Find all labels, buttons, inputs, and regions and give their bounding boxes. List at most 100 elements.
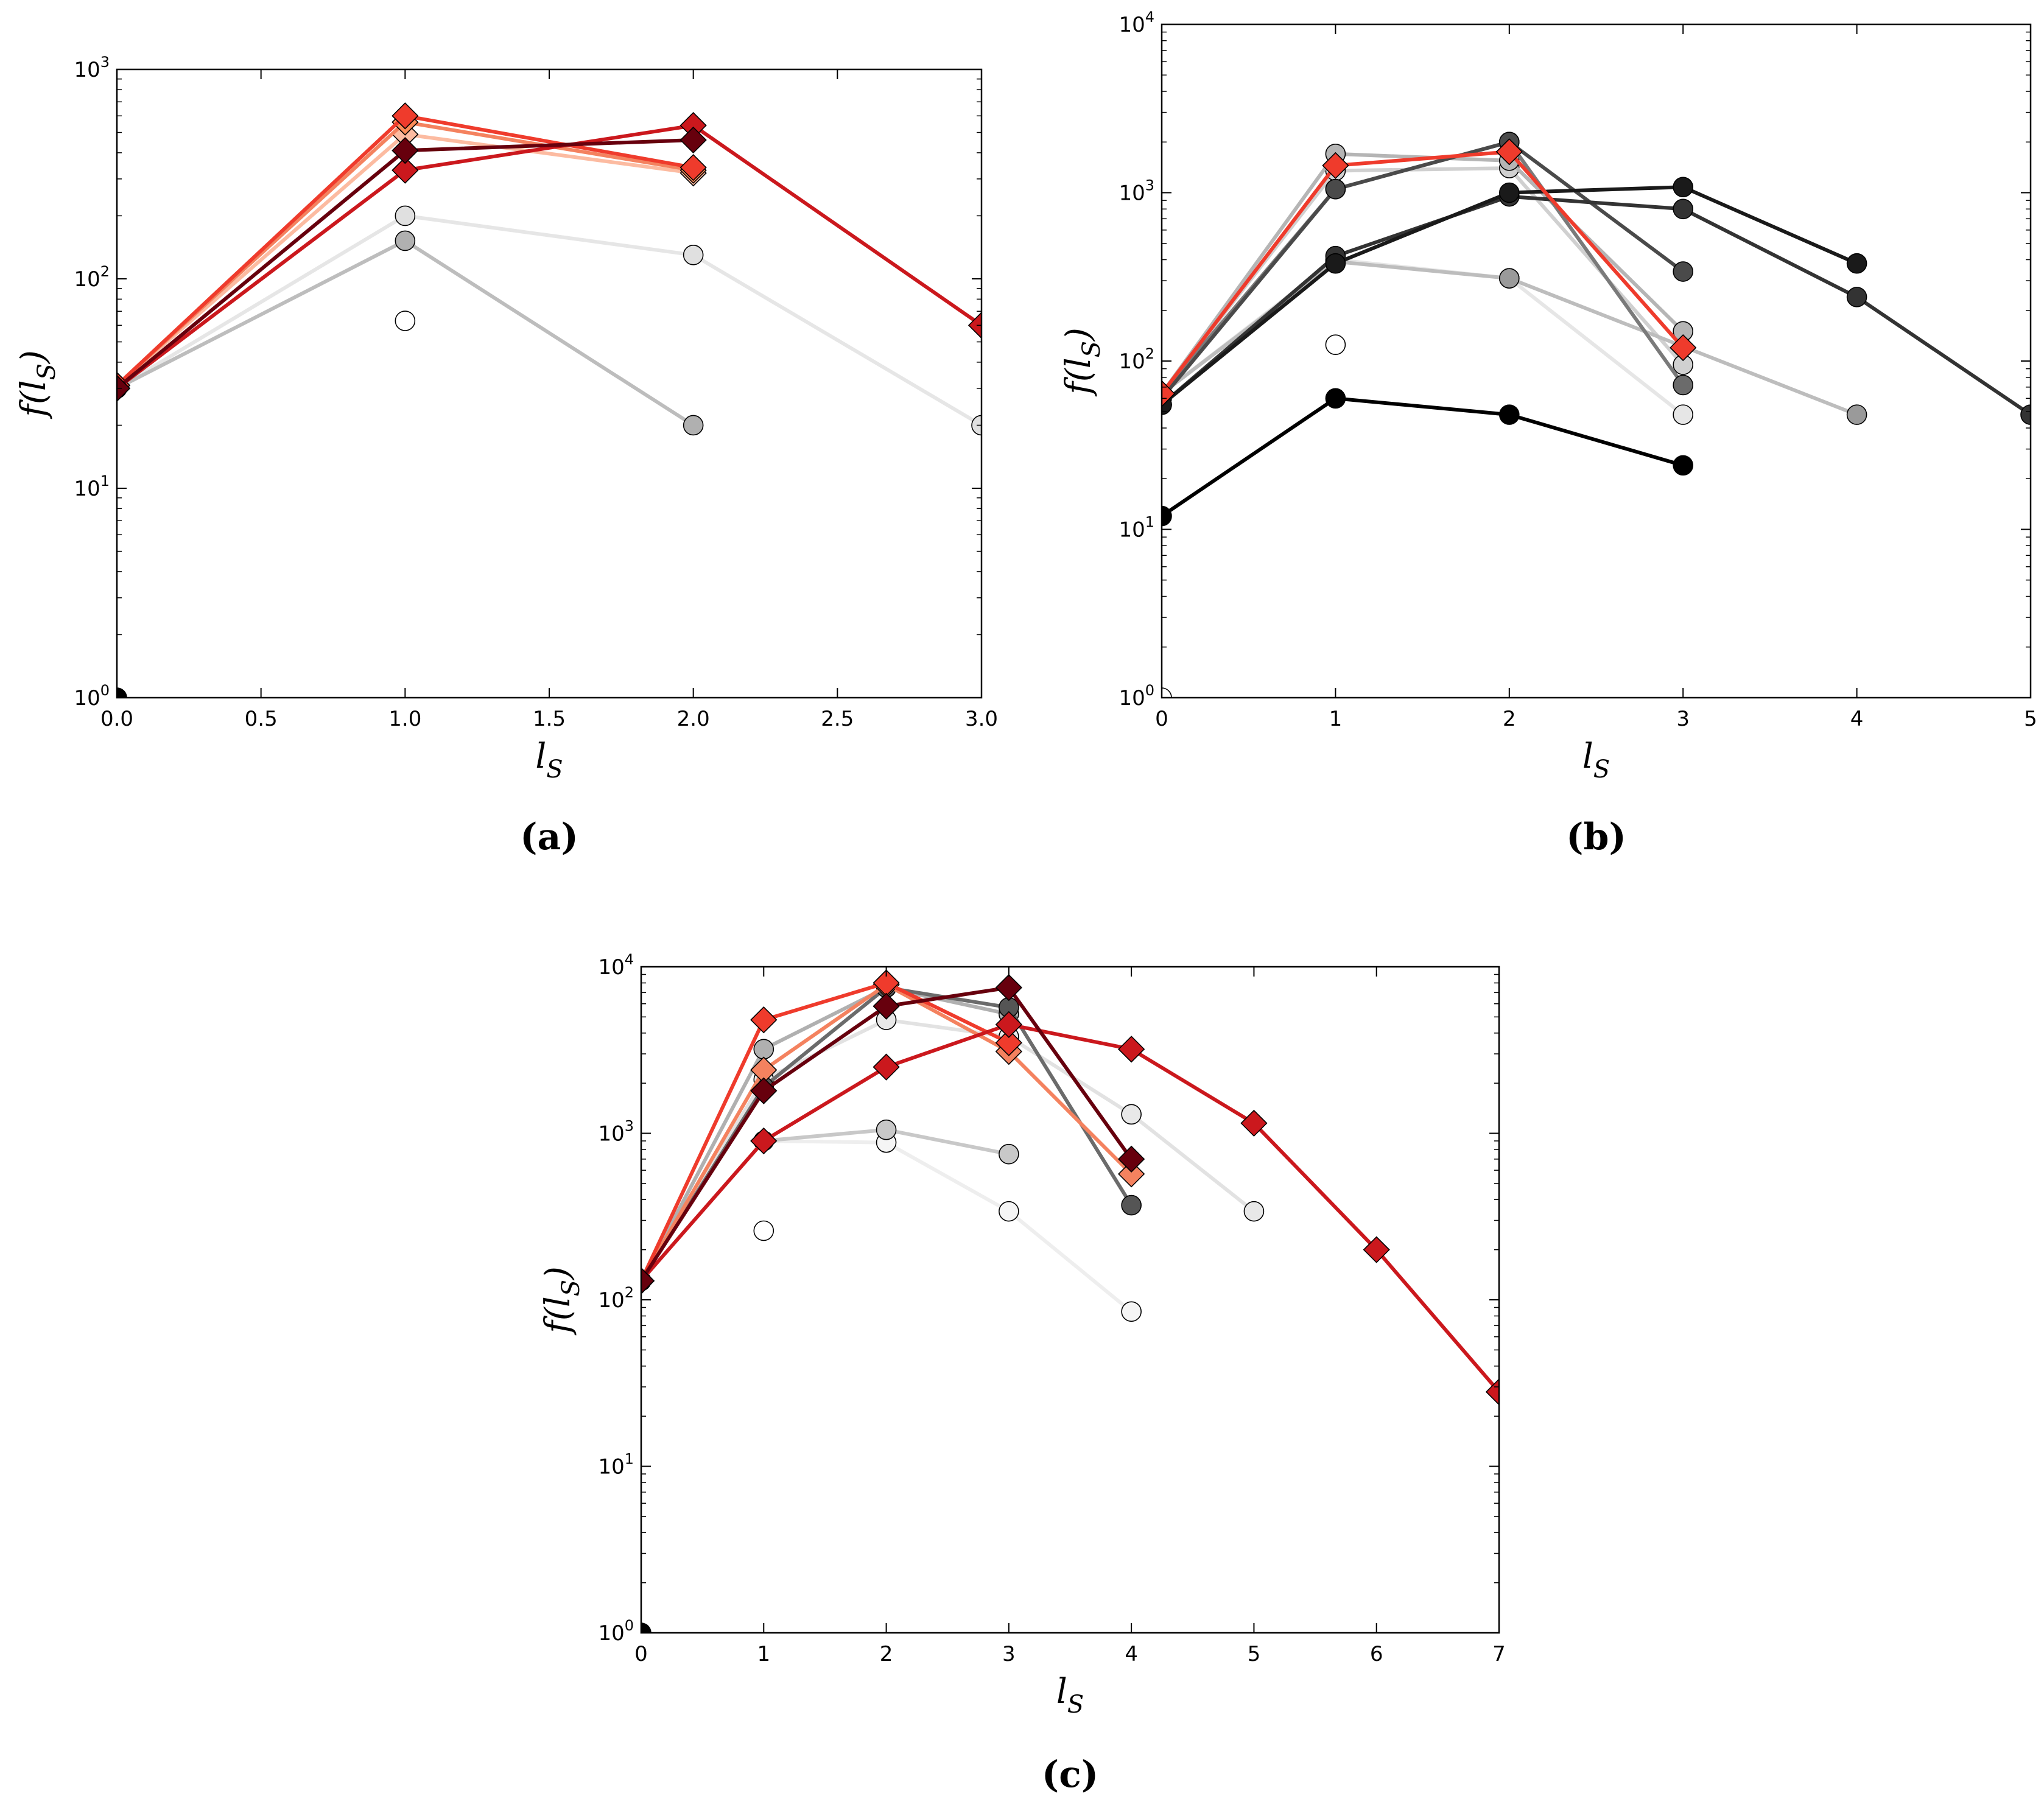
panel-b-xtick-label-1: 1 xyxy=(1329,707,1343,731)
panel-c-red-dark-marker-7 xyxy=(1485,1378,1499,1406)
panel-c-caption: (c) xyxy=(1042,1753,1098,1796)
panel-c-light-mid-marker-2 xyxy=(999,1143,1019,1165)
panel-b-darkest-marker-3 xyxy=(1673,177,1693,198)
panel-c-red-darkest-marker-3 xyxy=(995,974,1022,1001)
panel-b-red-marker-1 xyxy=(1322,152,1349,180)
panel-a-ylabel-subscript: S xyxy=(33,363,61,380)
panel-b-black-marker-1 xyxy=(1325,388,1346,409)
panel-a-caption: (a) xyxy=(520,816,578,858)
panel-c-ytick-exponent-2: 2 xyxy=(625,1284,634,1301)
panel-b-xtick-label-3: 3 xyxy=(1676,707,1690,731)
panel-b-xtick-label-2: 2 xyxy=(1503,707,1516,731)
panel-a-ytick-exponent-3: 3 xyxy=(100,54,110,71)
panel-a-ytick-exponent-0: 0 xyxy=(100,682,110,699)
panel-a-red-dark-marker-1 xyxy=(392,156,419,184)
panel-a-xtick-label-6: 3.0 xyxy=(965,707,998,731)
panel-a-gray-mid-marker-1 xyxy=(395,230,416,251)
panel-b-red-marker-3 xyxy=(1670,334,1697,362)
panel-c-red-bright-marker-3 xyxy=(995,1029,1022,1056)
panel-c-ytick-exponent-3: 3 xyxy=(625,1118,634,1135)
panel-c-light-mid-marker-1 xyxy=(876,1119,897,1140)
panel-a-red-darkest-marker-1 xyxy=(392,137,419,164)
panel-b-black-marker-0 xyxy=(1162,505,1172,527)
panel-c-black-marker-0 xyxy=(641,1622,651,1633)
panel-c-red-dark-marker-3 xyxy=(995,1011,1022,1038)
panel-c-plot-area xyxy=(641,969,1499,1633)
panel-c-ytick-exponent-4: 4 xyxy=(625,951,634,968)
panel-b-black-marker-2 xyxy=(1499,404,1520,425)
panel-c-red-dark-marker-1 xyxy=(750,1127,778,1155)
panel-b-ytick-exponent-2: 2 xyxy=(1145,345,1154,362)
panel-c-red-dark-marker-4 xyxy=(1118,1036,1145,1063)
panel-c-dark-marker-4 xyxy=(1121,1194,1142,1216)
panel-a-xtick-label-2: 1.0 xyxy=(388,707,421,731)
panel-b-xtick-label-0: 0 xyxy=(1155,707,1168,731)
panel-b-series-line-dark xyxy=(1162,140,1684,400)
panel-a-red-darkest-marker-0 xyxy=(117,374,131,402)
panel-a-series-line-red-dark xyxy=(117,124,982,390)
panel-b-xtick-label-5: 5 xyxy=(2024,707,2037,731)
panel-b-mid-marker-3 xyxy=(1846,404,1867,425)
panel-c-red-darkest-marker-1 xyxy=(750,1077,778,1104)
panel-c-xtick-label-2: 2 xyxy=(880,1642,893,1666)
panel-b-ylabel-subscript: S xyxy=(1078,341,1106,357)
panel-b-ytick-exponent-0: 0 xyxy=(1145,682,1154,699)
panel-a-ytick-label-1: 101 xyxy=(74,472,110,501)
panel-a-xtick-label-4: 2.0 xyxy=(677,707,710,731)
panel-c-series-line-red-bright xyxy=(641,981,1010,1282)
panel-a-gray-light-marker-1 xyxy=(395,205,416,226)
panel-a-ytick-exponent-1: 1 xyxy=(100,472,110,489)
panel-a-xtick-label-5: 2.5 xyxy=(821,707,854,731)
panel-c-red-darkest-marker-4 xyxy=(1118,1145,1145,1173)
panel-c-red-dark-marker-2 xyxy=(873,1053,900,1081)
panel-a-xtick-label-0: 0.0 xyxy=(100,707,133,731)
panel-a-gray-black-marker-0 xyxy=(117,687,127,698)
panel-a-gray-mid-marker-2 xyxy=(683,415,704,436)
panel-c-mid-marker-1 xyxy=(753,1039,774,1060)
panel-b-white-marker-1 xyxy=(1325,334,1346,356)
panel-b-dark-marker-3 xyxy=(1673,261,1693,282)
panel-a-gray-white-marker-0 xyxy=(395,310,416,331)
panel-b-series-line-black xyxy=(1162,396,1684,518)
panel-c-white-1-marker-0 xyxy=(753,1220,774,1241)
panel-c-red-dark-marker-6 xyxy=(1363,1236,1390,1263)
panel-c-ytick-exponent-0: 0 xyxy=(625,1617,634,1634)
panel-b-darker-marker-3 xyxy=(1673,198,1693,220)
panel-c-series-line-light xyxy=(641,1018,1256,1282)
panel-c-ylabel-subscript: S xyxy=(557,1280,585,1296)
panel-c-xtick-label-6: 6 xyxy=(1370,1642,1383,1666)
panel-c-ylabel: f(lS) xyxy=(538,1266,585,1336)
panel-b-darker-marker-5 xyxy=(2020,404,2031,425)
panel-c-ytick-exponent-1: 1 xyxy=(625,1451,634,1468)
panel-a-ytick-label-3: 103 xyxy=(74,54,110,82)
panel-c-red-salmon-marker-4 xyxy=(1118,1160,1145,1188)
panel-c-red-darkest-marker-0 xyxy=(641,1267,655,1294)
panel-b-ytick-exponent-4: 4 xyxy=(1145,9,1154,26)
panel-b-mid-marker-2 xyxy=(1499,268,1520,289)
panel-b-darkest-marker-1 xyxy=(1325,253,1346,274)
panel-b-darker-marker-4 xyxy=(1846,287,1867,307)
panel-a-ylabel-close: ) xyxy=(14,350,54,364)
panel-b-ytick-exponent-1: 1 xyxy=(1145,514,1154,531)
panel-c-series-line-mid xyxy=(641,986,1010,1282)
panel-b-series-line-red xyxy=(1162,150,1685,395)
panel-c-ytick-label-0: 100 xyxy=(598,1617,634,1646)
panel-a-xtick-label-3: 1.5 xyxy=(533,707,566,731)
panel-c-xtick-label-4: 4 xyxy=(1125,1642,1138,1666)
panel-c-xtick-label-3: 3 xyxy=(1002,1642,1016,1666)
panel-b-ylabel-close: ) xyxy=(1059,328,1098,342)
panel-b-xlabel-subscript: S xyxy=(1593,756,1610,784)
panel-b-darkest-marker-4 xyxy=(1846,253,1867,274)
panel-c-light-marker-5 xyxy=(1243,1201,1265,1222)
panel-b-white-marker-0 xyxy=(1162,687,1172,698)
panel-c-red-dark-marker-5 xyxy=(1240,1109,1268,1137)
panel-b-ylabel: f(lS) xyxy=(1059,328,1106,397)
panel-a: 0.0 0.5 1.0 1.5 2.0 2.5 3.0100101102103lSf(lS)… xyxy=(14,54,998,858)
panel-b-red-marker-2 xyxy=(1495,138,1523,166)
panel-a-ytick-exponent-2: 2 xyxy=(100,263,110,280)
panel-c-white-2-marker-2 xyxy=(999,1201,1019,1222)
panel-a-gray-light-marker-2 xyxy=(683,245,704,265)
panel-c-xtick-label-1: 1 xyxy=(757,1642,770,1666)
panel-b-ytick-exponent-3: 3 xyxy=(1145,177,1154,194)
